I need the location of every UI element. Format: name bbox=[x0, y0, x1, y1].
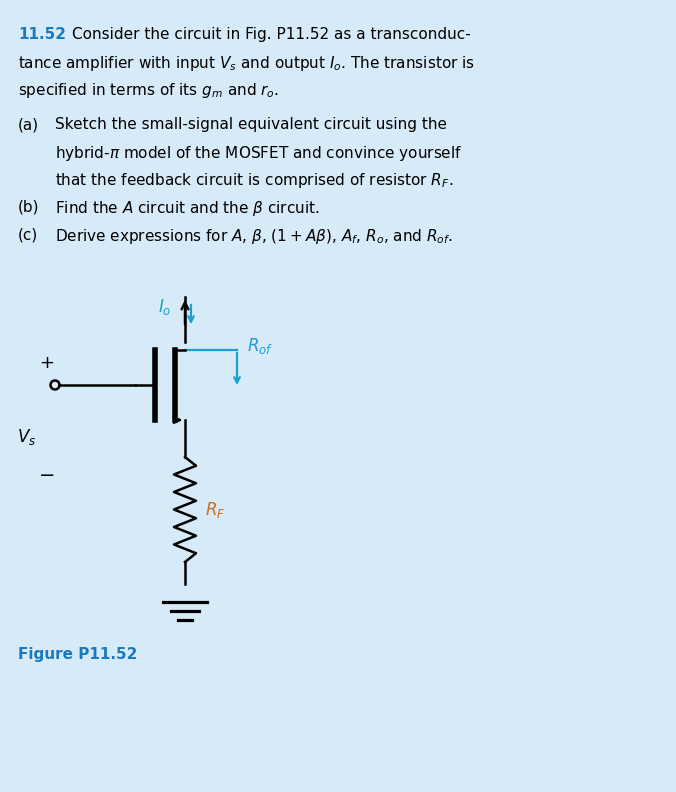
Text: Find the $A$ circuit and the $\beta$ circuit.: Find the $A$ circuit and the $\beta$ cir… bbox=[55, 199, 320, 218]
Text: Figure P11.52: Figure P11.52 bbox=[18, 647, 137, 662]
Text: 11.52: 11.52 bbox=[18, 27, 66, 42]
Text: $I_o$: $I_o$ bbox=[158, 297, 172, 317]
Text: that the feedback circuit is comprised of resistor $R_F$.: that the feedback circuit is comprised o… bbox=[55, 171, 454, 190]
Text: $V_s$: $V_s$ bbox=[17, 427, 37, 447]
Text: $R_F$: $R_F$ bbox=[205, 500, 225, 520]
Text: (a): (a) bbox=[18, 117, 39, 132]
Text: Sketch the small-signal equivalent circuit using the: Sketch the small-signal equivalent circu… bbox=[55, 117, 447, 132]
Text: hybrid-$\pi$ model of the MOSFET and convince yourself: hybrid-$\pi$ model of the MOSFET and con… bbox=[55, 144, 462, 163]
Text: (c): (c) bbox=[18, 227, 39, 242]
Text: Consider the circuit in Fig. P11.52 as a transconduc-: Consider the circuit in Fig. P11.52 as a… bbox=[72, 27, 470, 42]
Text: −: − bbox=[39, 466, 55, 485]
Text: (b): (b) bbox=[18, 199, 39, 214]
Text: +: + bbox=[39, 354, 54, 372]
Text: tance amplifier with input $V_s$ and output $I_o$. The transistor is: tance amplifier with input $V_s$ and out… bbox=[18, 54, 475, 73]
Text: specified in terms of its $g_m$ and $r_o$.: specified in terms of its $g_m$ and $r_o… bbox=[18, 81, 279, 100]
Text: $R_{of}$: $R_{of}$ bbox=[247, 336, 273, 356]
Text: Derive expressions for $A$, $\beta$, $(1+A\beta)$, $A_f$, $R_o$, and $R_{of}$.: Derive expressions for $A$, $\beta$, $(1… bbox=[55, 227, 453, 246]
